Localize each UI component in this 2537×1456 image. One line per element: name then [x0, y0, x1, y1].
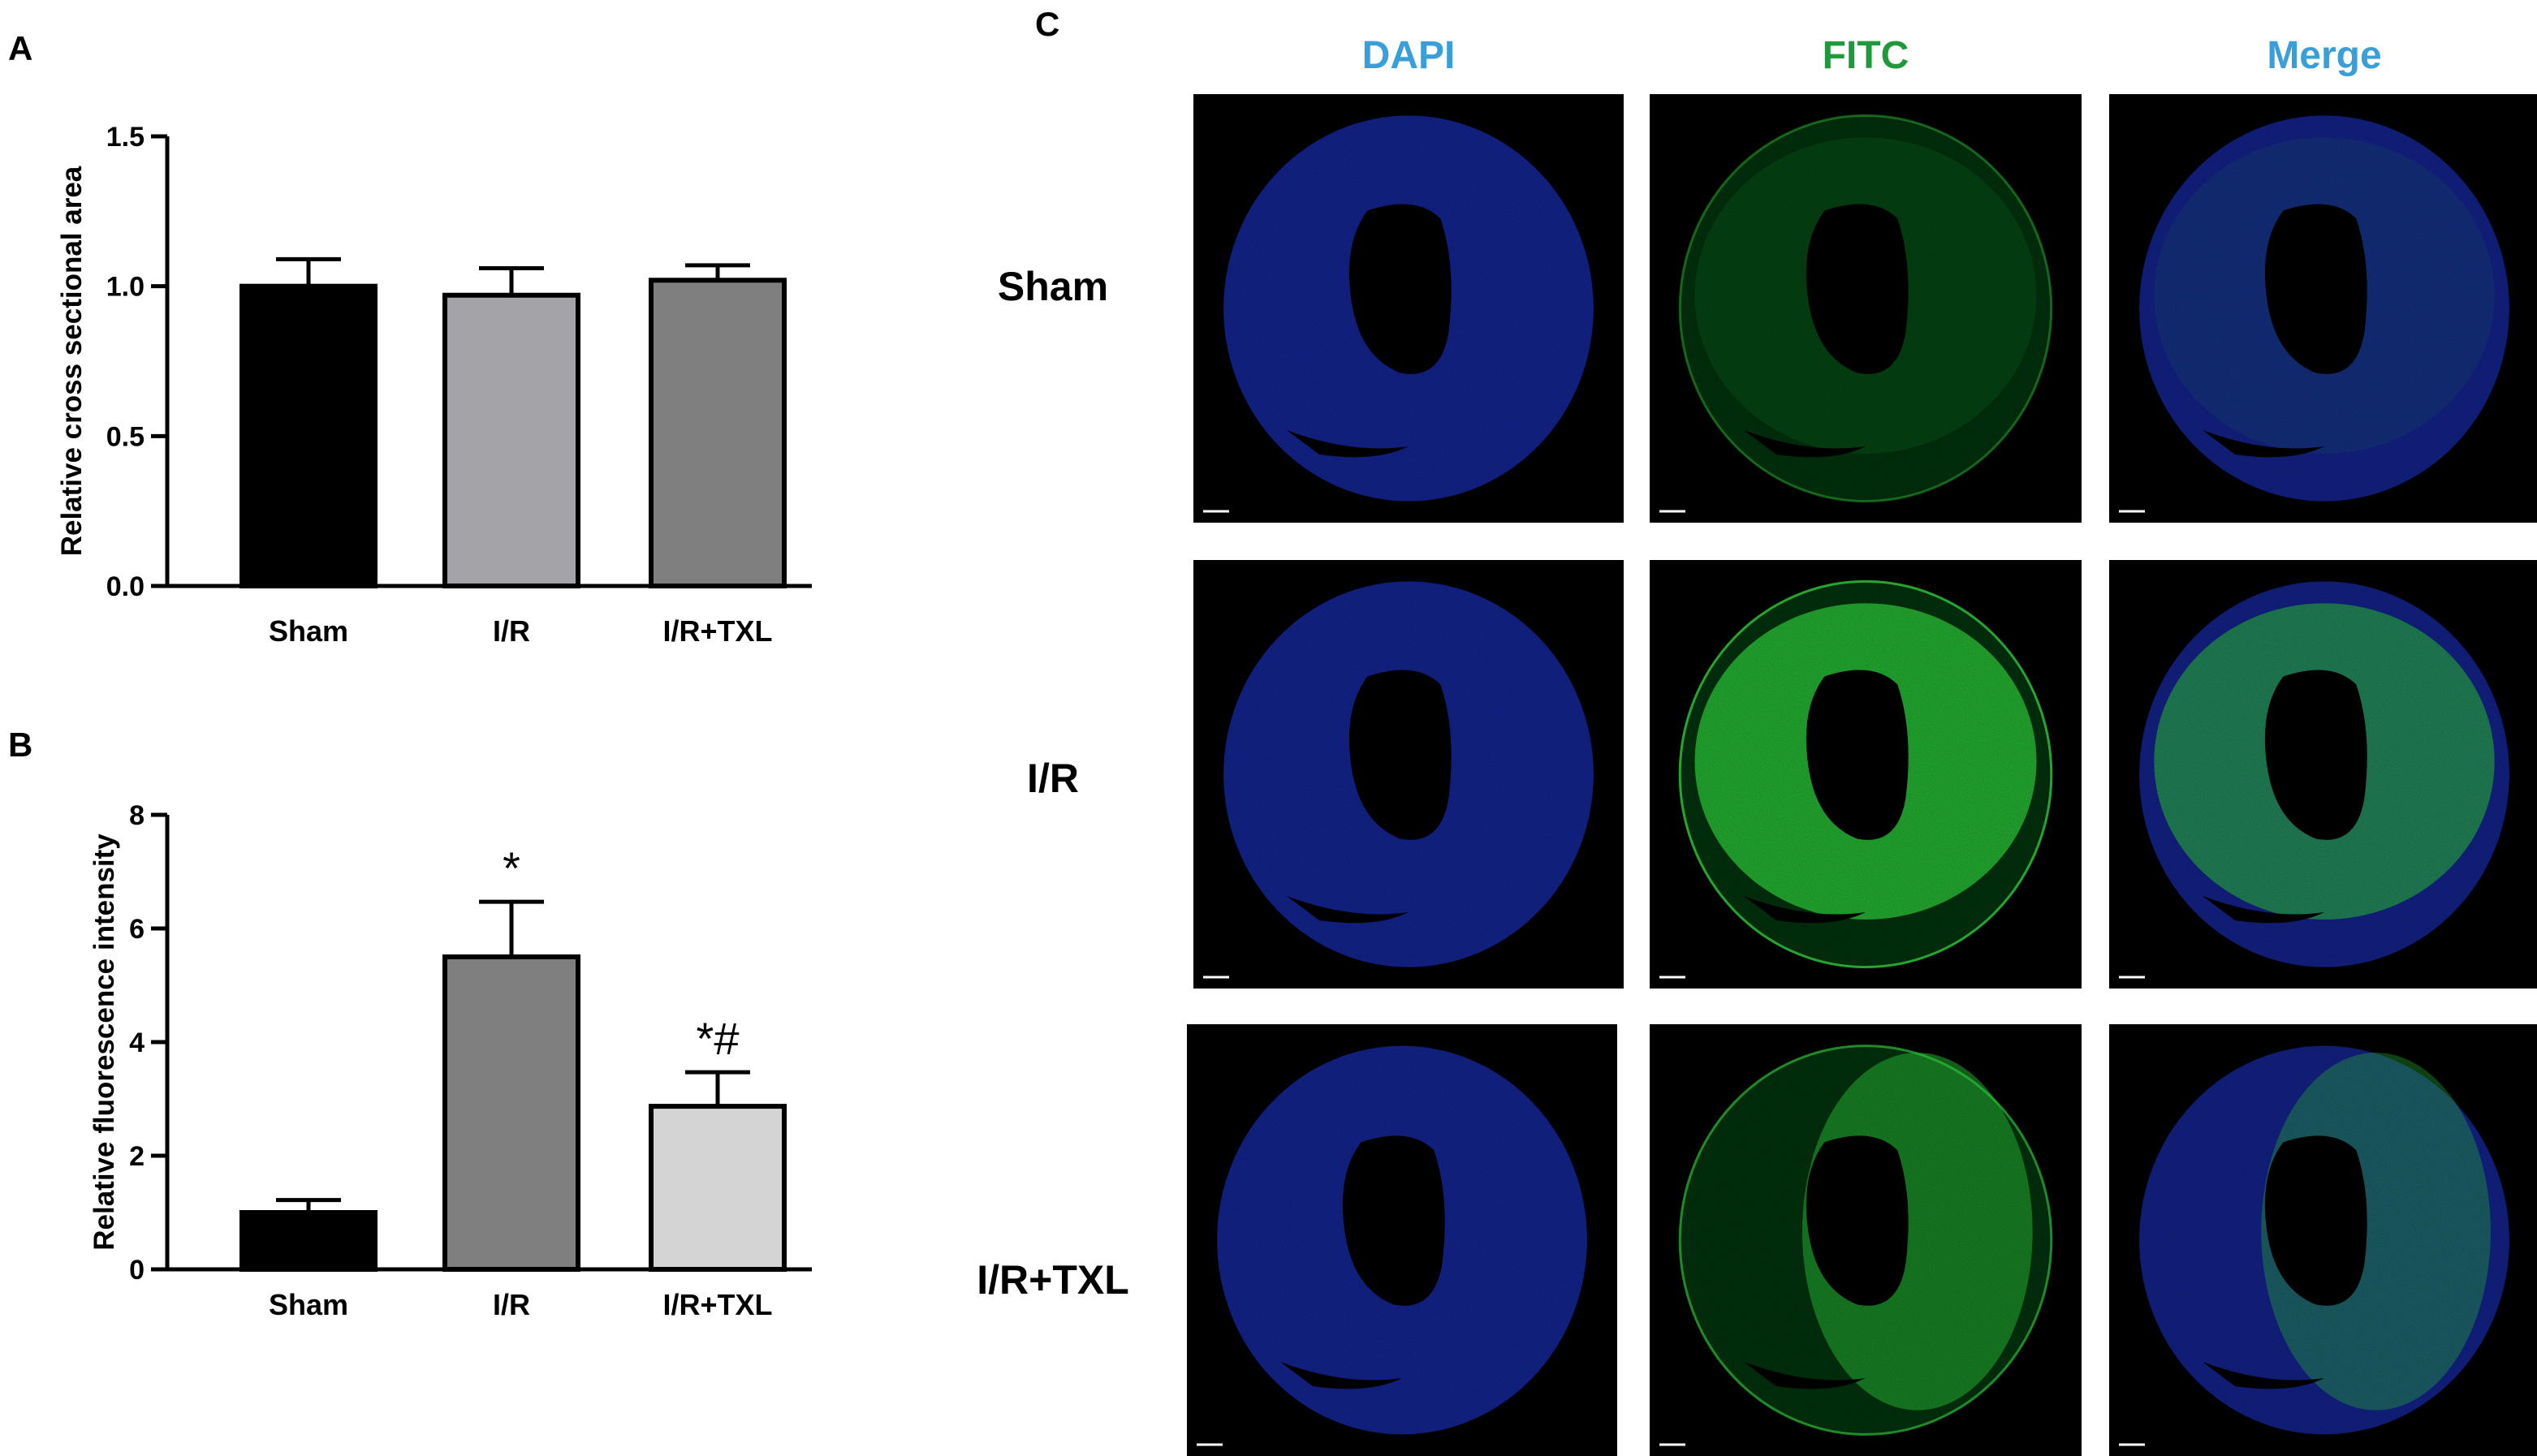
ventricle-cavity — [1806, 670, 1909, 840]
tissue-fissure — [2203, 896, 2324, 924]
micrograph-fitc — [1650, 94, 2082, 523]
micrograph-dapi — [1193, 560, 1624, 989]
panel-label-b: B — [8, 726, 32, 764]
ventricle-cavity — [1806, 1135, 1909, 1306]
chart-a-y-tick-label: 0.5 — [106, 421, 145, 452]
ventricle-cavity — [1342, 1135, 1445, 1306]
chart-a-y-tick-label: 0.0 — [106, 571, 145, 602]
tissue-fissure — [1287, 896, 1409, 924]
tissue-fissure — [1287, 430, 1409, 458]
chart-a-bar — [442, 292, 580, 588]
ventricle-cavity — [2264, 204, 2367, 374]
chart-a-y-tick-label: 1.5 — [106, 122, 145, 153]
row-label: I/R — [1027, 756, 1079, 801]
row-label: I/R+TXL — [977, 1257, 1129, 1303]
ventricle-cavity — [1348, 204, 1452, 374]
chart-b-bar — [442, 954, 580, 1272]
chart-b-x-tick-label: Sham — [269, 1288, 348, 1321]
micrograph-fitc — [1650, 560, 2082, 989]
ventricle-cavity — [2264, 1135, 2367, 1306]
chart-a-y-tick-labels: 0.0 0.5 1.0 1.5 — [106, 122, 167, 602]
chart-b-bar — [649, 1104, 787, 1272]
chart-b-fluorescence-intensity: * *# Sham I/R I/R+TXL 0 2 4 6 8 Relative fluore… — [88, 800, 812, 1321]
ventricle-cavity — [1806, 204, 1909, 374]
micrograph-fitc — [1650, 1024, 2082, 1456]
chart-a-x-tick-labels: Sham I/R I/R+TXL — [269, 614, 773, 648]
chart-b-bar — [239, 1210, 378, 1272]
chart-b-y-axis-label: Relative fluorescence intensity — [88, 834, 120, 1251]
micrograph-dapi — [1193, 94, 1624, 523]
panel-label-a: A — [8, 29, 32, 67]
tissue-fissure — [1280, 1362, 1402, 1389]
chart-a-y-tick-label: 1.0 — [106, 272, 145, 303]
tissue-fissure — [2203, 1362, 2324, 1389]
chart-b-y-tick-label: 0 — [129, 1255, 145, 1286]
micrograph-dapi — [1187, 1024, 1617, 1456]
tissue-fissure — [1744, 896, 1866, 924]
chart-b-bars: * *# — [239, 842, 787, 1272]
micrograph-merge — [2109, 560, 2537, 989]
chart-b-x-tick-label: I/R+TXL — [662, 1288, 772, 1321]
column-label-dapi: DAPI — [1362, 34, 1456, 77]
chart-b-x-tick-label: I/R — [493, 1288, 530, 1321]
chart-a-y-axis-label: Relative cross sectional area — [56, 166, 88, 556]
panel-label-c: C — [1035, 5, 1059, 43]
chart-a-x-tick-label: Sham — [269, 614, 348, 648]
micrograph-grid: DAPI FITC Merge Sham I/R I/R+TXL — [977, 34, 2537, 1456]
row-label: Sham — [998, 264, 1108, 309]
chart-b-x-tick-labels: Sham I/R I/R+TXL — [269, 1288, 773, 1321]
chart-a-bar — [239, 283, 378, 588]
chart-b-y-tick-label: 4 — [129, 1027, 145, 1058]
micrograph-merge — [2109, 94, 2537, 523]
chart-b-y-tick-labels: 0 2 4 6 8 — [129, 800, 167, 1286]
ventricle-cavity — [2264, 670, 2367, 840]
tissue-fissure — [1744, 1362, 1866, 1389]
chart-a-x-tick-label: I/R — [493, 614, 530, 648]
tissue-fissure — [2203, 430, 2324, 458]
column-label-fitc: FITC — [1823, 34, 1909, 77]
chart-b-y-tick-label: 8 — [129, 800, 145, 831]
chart-a-cross-sectional-area: Sham I/R I/R+TXL 0.0 0.5 1.0 1.5 Relative cro… — [56, 122, 812, 648]
chart-b-significance-mark: *# — [697, 1013, 740, 1064]
chart-a-bar — [649, 278, 787, 588]
chart-b-y-tick-label: 6 — [129, 914, 145, 945]
micrograph-merge — [2109, 1024, 2537, 1456]
chart-b-y-tick-label: 2 — [129, 1141, 145, 1172]
chart-b-significance-mark: * — [503, 842, 520, 894]
ventricle-cavity — [1348, 670, 1452, 840]
chart-a-bars — [239, 256, 787, 588]
chart-a-x-tick-label: I/R+TXL — [662, 614, 772, 648]
column-label-merge: Merge — [2267, 34, 2381, 77]
tissue-fissure — [1744, 430, 1866, 458]
